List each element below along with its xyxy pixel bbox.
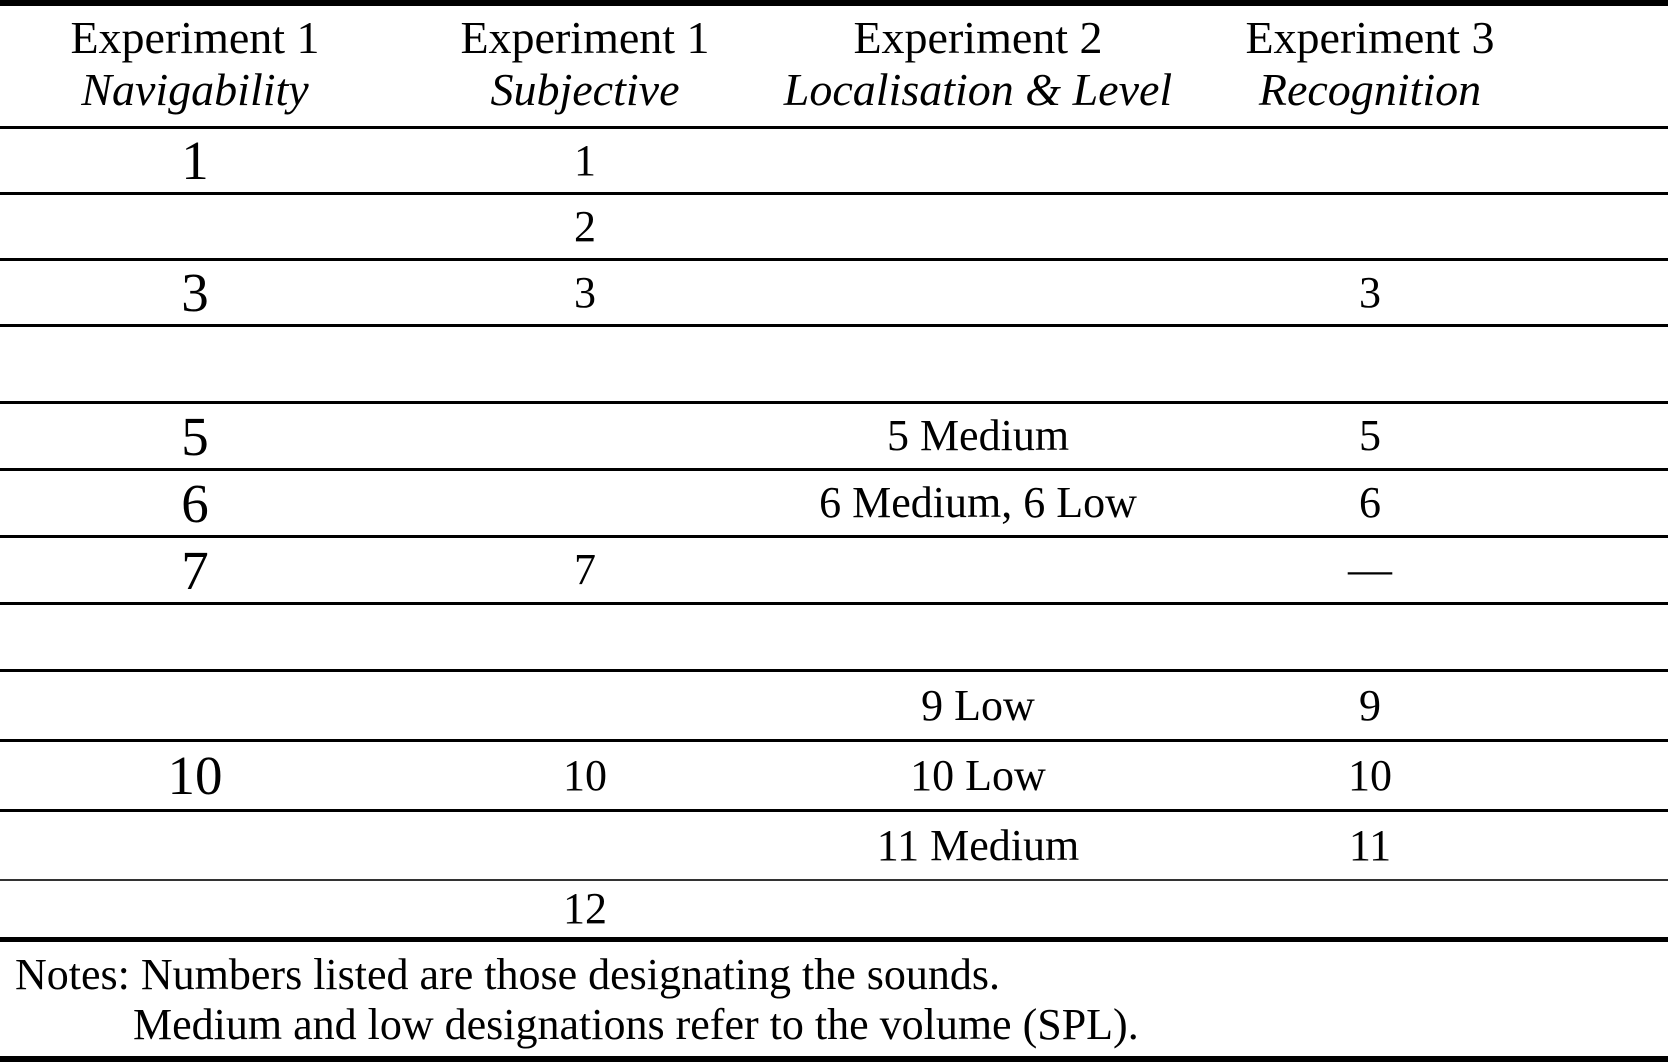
table-cell: 10 Low: [910, 750, 1046, 800]
column-title: Experiment 3: [1245, 12, 1495, 63]
table-cell: 10: [167, 745, 223, 806]
table-row: 3 3 3: [0, 261, 1668, 327]
table-cell: 5: [181, 405, 209, 467]
table-row: 12: [0, 881, 1668, 942]
column-title: Experiment 1: [70, 12, 320, 63]
notes-line-2: Medium and low designations refer to the…: [15, 1000, 1668, 1050]
table-cell: 1: [181, 130, 209, 191]
notes-text-1: Numbers listed are those designating the…: [140, 950, 1000, 999]
table-cell: 11: [1348, 820, 1392, 870]
table-row-empty: [0, 605, 1668, 672]
notes-line-1: Notes: Numbers listed are those designat…: [15, 950, 1668, 1000]
table-cell: 3: [1359, 267, 1381, 317]
column-subtitle: Subjective: [490, 64, 680, 115]
column-title: Experiment 2: [853, 12, 1103, 63]
table-cell: 3: [181, 262, 209, 323]
table-cell: 7: [574, 545, 596, 594]
table-cell: 2: [574, 201, 596, 251]
table-cell: 6 Medium, 6 Low: [819, 478, 1137, 527]
column-subtitle: Localisation & Level: [783, 64, 1173, 115]
column-subtitle: Navigability: [81, 64, 309, 115]
table-cell: 9 Low: [921, 680, 1035, 730]
table-cell: 1: [574, 135, 596, 185]
table-row-empty: [0, 327, 1668, 404]
header-experiment2-localisation-level: Experiment 2 Localisation & Level: [780, 12, 1176, 116]
table-cell: 9: [1359, 680, 1381, 730]
table-cell: 10: [563, 750, 607, 800]
table-row: 6 6 Medium, 6 Low 6: [0, 471, 1668, 538]
table-cell-dash: —: [1348, 545, 1392, 594]
column-subtitle: Recognition: [1258, 64, 1482, 115]
table-notes: Notes: Numbers listed are those designat…: [0, 942, 1668, 1056]
table-row: 10 10 10 Low 10: [0, 742, 1668, 812]
header-experiment1-subjective: Experiment 1 Subjective: [390, 12, 780, 116]
table-cell: 10: [1348, 750, 1392, 800]
table-row: 2: [0, 195, 1668, 261]
header-experiment1-navigability: Experiment 1 Navigability: [0, 12, 390, 116]
table-row: 7 7 —: [0, 538, 1668, 605]
notes-label: Notes:: [15, 950, 130, 999]
table-cell: 11 Medium: [876, 820, 1080, 870]
table-cell: 5 Medium: [886, 411, 1070, 460]
table-cell: 7: [181, 539, 209, 601]
table-cell: 3: [574, 267, 596, 317]
table-row: 9 Low 9: [0, 672, 1668, 742]
table-row: 11 Medium 11: [0, 812, 1668, 881]
table-cell: 6: [181, 472, 209, 534]
table-header-row: Experiment 1 Navigability Experiment 1 S…: [0, 6, 1668, 129]
table-cell: 6: [1359, 478, 1381, 527]
notes-text-2: Medium and low designations refer to the…: [133, 1000, 1139, 1049]
table-row: 5 5 Medium 5: [0, 404, 1668, 471]
table-cell: 5: [1359, 411, 1381, 460]
header-experiment3-recognition: Experiment 3 Recognition: [1176, 12, 1668, 116]
table-cell: 12: [563, 884, 607, 933]
column-title: Experiment 1: [460, 12, 710, 63]
table-row: 1 1: [0, 129, 1668, 195]
